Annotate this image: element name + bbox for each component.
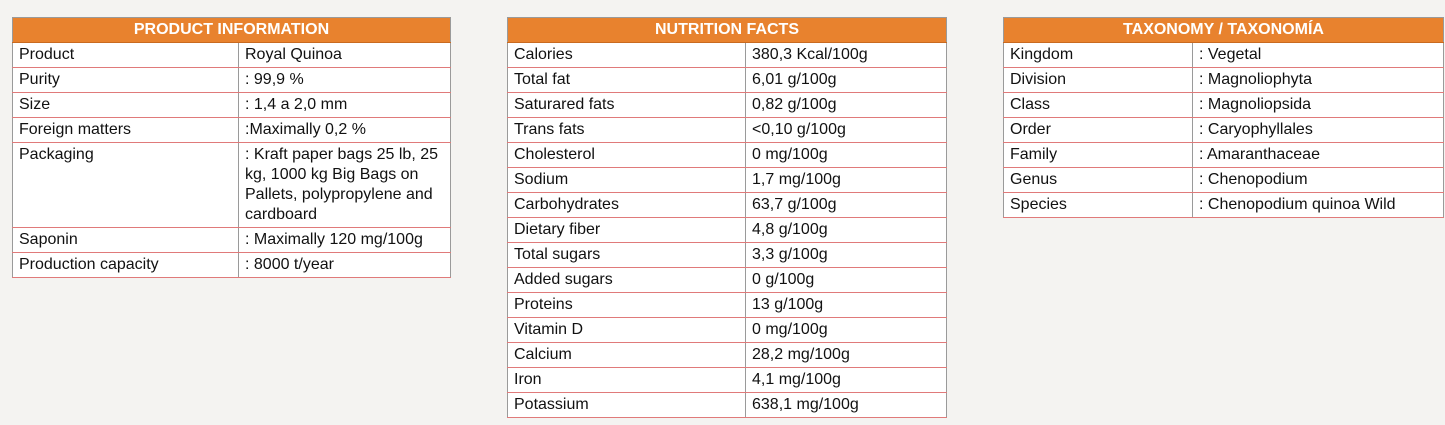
row-value: 380,3 Kcal/100g [745, 42, 947, 68]
row-value: : Vegetal [1192, 42, 1444, 68]
row-label: Sodium [507, 167, 746, 193]
row-label: Saturared fats [507, 92, 746, 118]
row-label: Dietary fiber [507, 217, 746, 243]
row-label: Total sugars [507, 242, 746, 268]
table-row: Saturared fats 0,82 g/100g [507, 92, 947, 118]
row-label: Size [12, 92, 239, 118]
row-value: : Magnoliophyta [1192, 67, 1444, 93]
info-table: PRODUCT INFORMATION Product Royal Quinoa Pu… [12, 17, 451, 278]
row-value: 0 g/100g [745, 267, 947, 293]
row-value: : Chenopodium quinoa Wild [1192, 192, 1444, 218]
row-value: 3,3 g/100g [745, 242, 947, 268]
row-label: Total fat [507, 67, 746, 93]
table-row: Production capacity: 8000 t/year [12, 252, 451, 278]
row-label: Foreign matters [12, 117, 239, 143]
row-value: 1,7 mg/100g [745, 167, 947, 193]
table-row: Packaging: Kraft paper bags 25 lb, 25 kg… [12, 142, 451, 228]
row-label: Species [1003, 192, 1193, 218]
table-row: Dietary fiber 4,8 g/100g [507, 217, 947, 243]
row-label: Packaging [12, 142, 239, 228]
row-label: Vitamin D [507, 317, 746, 343]
row-label: Purity [12, 67, 239, 93]
header-row: TAXONOMY / TAXONOMÍA [1003, 17, 1444, 43]
row-value: : Magnoliopsida [1192, 92, 1444, 118]
row-label: Saponin [12, 227, 239, 253]
table-row: Trans fats <0,10 g/100g [507, 117, 947, 143]
table-row: Family: Amaranthaceae [1003, 142, 1444, 168]
table-row: Calories 380,3 Kcal/100g [507, 42, 947, 68]
table-row: Division: Magnoliophyta [1003, 67, 1444, 93]
table-row: Total sugars 3,3 g/100g [507, 242, 947, 268]
table-row: Added sugars 0 g/100g [507, 267, 947, 293]
row-label: Proteins [507, 292, 746, 318]
row-label: Kingdom [1003, 42, 1193, 68]
table-title: TAXONOMY / TAXONOMÍA [1003, 17, 1444, 43]
row-value: 13 g/100g [745, 292, 947, 318]
row-value: : Amaranthaceae [1192, 142, 1444, 168]
row-value: : Maximally 120 mg/100g [238, 227, 451, 253]
row-value: : Chenopodium [1192, 167, 1444, 193]
row-value: 6,01 g/100g [745, 67, 947, 93]
table-title: NUTRITION FACTS [507, 17, 947, 43]
table-row: Purity: 99,9 % [12, 67, 451, 93]
table-row: Sodium 1,7 mg/100g [507, 167, 947, 193]
row-label: Production capacity [12, 252, 239, 278]
row-label: Class [1003, 92, 1193, 118]
row-label: Potassium [507, 392, 746, 418]
header-row: NUTRITION FACTS [507, 17, 947, 43]
row-label: Genus [1003, 167, 1193, 193]
row-value: 4,8 g/100g [745, 217, 947, 243]
row-label: Calories [507, 42, 746, 68]
row-label: Family [1003, 142, 1193, 168]
row-label: Carbohydrates [507, 192, 746, 218]
row-value: : Caryophyllales [1192, 117, 1444, 143]
table-row: Foreign matters:Maximally 0,2 % [12, 117, 451, 143]
table-row: Calcium 28,2 mg/100g [507, 342, 947, 368]
table-row: Proteins 13 g/100g [507, 292, 947, 318]
row-label: Iron [507, 367, 746, 393]
table-row: Carbohydrates 63,7 g/100g [507, 192, 947, 218]
table-row: Potassium 638,1 mg/100g [507, 392, 947, 418]
table-title: PRODUCT INFORMATION [12, 17, 451, 43]
row-value: 638,1 mg/100g [745, 392, 947, 418]
table-row: Iron 4,1 mg/100g [507, 367, 947, 393]
row-value: : 8000 t/year [238, 252, 451, 278]
info-table: NUTRITION FACTS Calories 380,3 Kcal/100g To… [507, 17, 947, 418]
row-label: Product [12, 42, 239, 68]
header-row: PRODUCT INFORMATION [12, 17, 451, 43]
row-label: Division [1003, 67, 1193, 93]
table-row: Species: Chenopodium quinoa Wild [1003, 192, 1444, 218]
row-value: : 1,4 a 2,0 mm [238, 92, 451, 118]
row-value: 0 mg/100g [745, 142, 947, 168]
row-value: :Maximally 0,2 % [238, 117, 451, 143]
table-row: Product Royal Quinoa [12, 42, 451, 68]
table-row: Kingdom: Vegetal [1003, 42, 1444, 68]
row-value: Royal Quinoa [238, 42, 451, 68]
row-value: <0,10 g/100g [745, 117, 947, 143]
row-value: 0,82 g/100g [745, 92, 947, 118]
row-label: Trans fats [507, 117, 746, 143]
row-label: Cholesterol [507, 142, 746, 168]
row-value: : 99,9 % [238, 67, 451, 93]
table-row: Genus: Chenopodium [1003, 167, 1444, 193]
row-value: 0 mg/100g [745, 317, 947, 343]
info-table: TAXONOMY / TAXONOMÍA Kingdom: Vegetal Divi… [1003, 17, 1444, 218]
table-row: Total fat 6,01 g/100g [507, 67, 947, 93]
table-row: Cholesterol 0 mg/100g [507, 142, 947, 168]
row-label: Calcium [507, 342, 746, 368]
table-row: Size: 1,4 a 2,0 mm [12, 92, 451, 118]
row-label: Order [1003, 117, 1193, 143]
row-value: 4,1 mg/100g [745, 367, 947, 393]
table-row: Order: Caryophyllales [1003, 117, 1444, 143]
row-value: 63,7 g/100g [745, 192, 947, 218]
table-row: Class: Magnoliopsida [1003, 92, 1444, 118]
row-value: 28,2 mg/100g [745, 342, 947, 368]
row-label: Added sugars [507, 267, 746, 293]
table-row: Saponin: Maximally 120 mg/100g [12, 227, 451, 253]
row-value: : Kraft paper bags 25 lb, 25 kg, 1000 kg… [238, 142, 451, 228]
